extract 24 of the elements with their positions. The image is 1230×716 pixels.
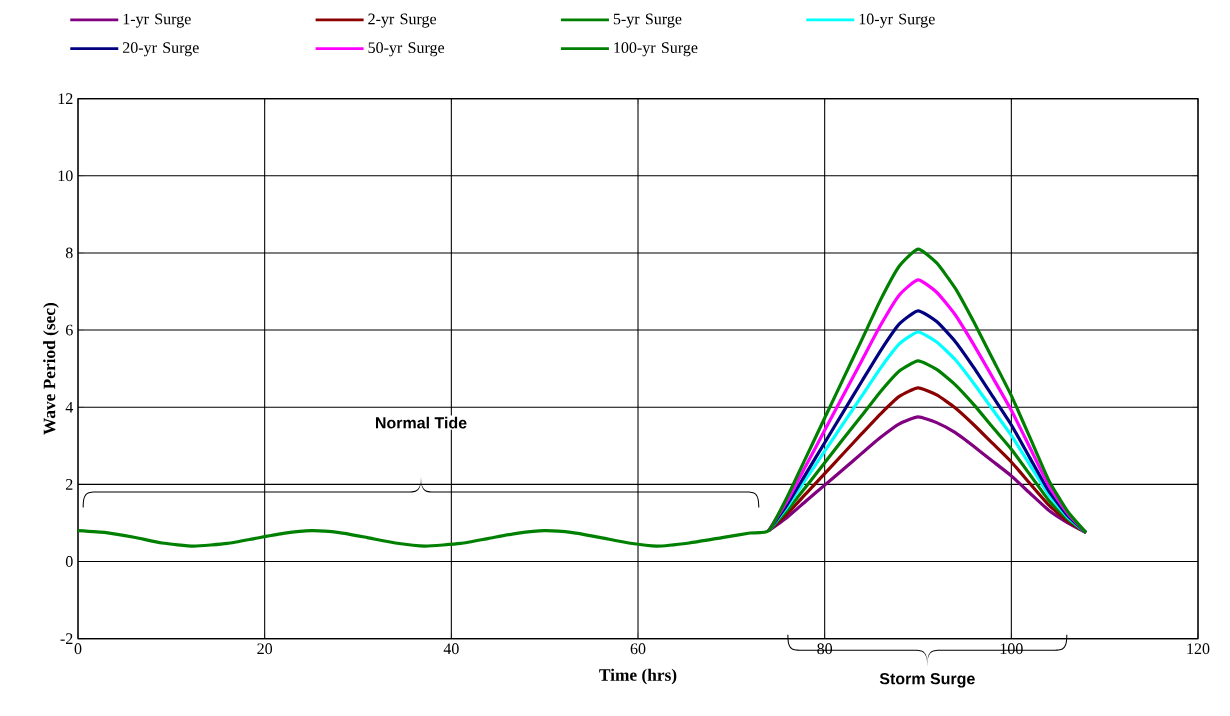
y-tick-label: 2 bbox=[66, 479, 73, 490]
legend-label: 100-yr Surge bbox=[614, 42, 698, 57]
y-tick-label: 6 bbox=[65, 324, 73, 336]
legend-label: 50-yr Surge bbox=[368, 42, 445, 57]
legend-label: 20-yr Surge bbox=[122, 42, 199, 57]
legend-label: 1-yr Surge bbox=[123, 13, 191, 28]
y-tick-label: 10 bbox=[58, 170, 73, 182]
x-tick-label: 0 bbox=[74, 643, 82, 655]
x-tick-label: 120 bbox=[1187, 643, 1210, 655]
y-tick-label: 0 bbox=[65, 556, 73, 567]
x-tick-label: 60 bbox=[630, 643, 646, 655]
legend-label: 5-yr Surge bbox=[613, 13, 682, 28]
text: Storm Surge bbox=[879, 673, 975, 688]
y-axis-title: Wave Period (sec) bbox=[43, 302, 59, 435]
annotation: Normal Tide bbox=[375, 416, 467, 429]
y-tick-label: -2 bbox=[60, 633, 73, 644]
x-tick-label: 20 bbox=[257, 643, 273, 655]
legend-label: 10-yr Surge bbox=[859, 13, 935, 28]
y-tick-label: 8 bbox=[65, 247, 73, 259]
x-tick-label: 40 bbox=[443, 643, 459, 655]
legend-label: 2-yr Surge bbox=[368, 13, 437, 28]
y-tick-label: 12 bbox=[58, 93, 73, 104]
y-tick-label: 4 bbox=[65, 401, 74, 413]
x-axis-title: Time (hrs) bbox=[599, 668, 677, 685]
